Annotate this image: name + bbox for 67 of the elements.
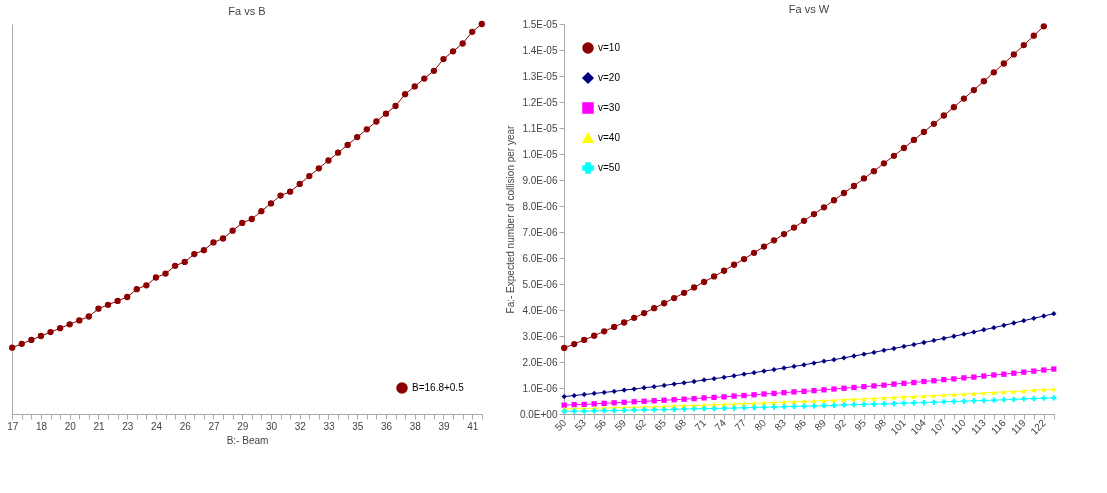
x-tick-label: 24 (150, 420, 163, 432)
x-tick-label: 26 (179, 420, 192, 432)
x-tick-label: 68 (672, 416, 689, 433)
chart-title: Fa vs B (228, 4, 266, 17)
x-tick-label: 59 (612, 416, 629, 433)
x-tick-label: 20 (64, 420, 77, 432)
y-tick-label: 5.0E-06 (522, 278, 558, 290)
y-tick-label: 4.0E-06 (522, 304, 558, 316)
y-tick-label: 2.0E-06 (522, 356, 558, 368)
y-tick-label: 1.5E-05 (522, 18, 558, 30)
y-tick-label: 9.0E-06 (522, 174, 558, 186)
y-tick-label: 7.0E-06 (522, 226, 558, 238)
legend-label: v=30 (598, 102, 621, 113)
y-tick-label: 3.0E-06 (522, 330, 558, 342)
legend-label: v=40 (598, 132, 621, 143)
y-tick-label: 0.0E+00 (519, 408, 558, 420)
x-tick-label: 29 (237, 420, 249, 432)
x-tick-label: 71 (692, 416, 709, 433)
x-tick-label: 74 (712, 416, 729, 433)
x-tick-label: 21 (93, 420, 105, 432)
x-tick-label: 56 (592, 416, 609, 433)
y-tick-label: 1.0E-05 (522, 148, 558, 160)
y-tick-label: 1.0E-06 (522, 382, 558, 394)
y-tick-label: 1.2E-05 (522, 96, 558, 108)
x-tick-label: 27 (208, 420, 220, 432)
legend-label: B=16.8+0.5 (412, 382, 465, 393)
legend-label: v=10 (598, 42, 621, 53)
y-tick-label: 1.1E-05 (522, 122, 558, 134)
x-tick-label: 116 (988, 416, 1009, 437)
x-tick-label: 80 (752, 416, 769, 433)
x-tick-label: 35 (352, 420, 364, 432)
y-axis-title: Fa:- Expected number of collision per year (504, 124, 516, 314)
x-tick-label: 113 (968, 416, 989, 437)
x-tick-label: 89 (812, 416, 829, 433)
x-tick-label: 33 (323, 420, 335, 432)
x-tick-label: 86 (792, 416, 809, 433)
x-tick-label: 18 (35, 420, 48, 432)
x-tick-label: 32 (294, 420, 307, 432)
y-tick-label: 1.3E-05 (522, 70, 558, 82)
x-tick-label: 107 (928, 416, 949, 437)
legend-label: v=50 (598, 162, 621, 173)
chart-title: Fa vs W (788, 3, 830, 15)
x-tick-label: 53 (572, 416, 589, 433)
x-tick-label: 98 (872, 416, 889, 433)
x-tick-label: 23 (122, 420, 134, 432)
x-axis-title: B:- Beam (226, 434, 269, 446)
x-tick-label: 110 (948, 416, 969, 437)
x-tick-label: 65 (652, 416, 669, 433)
x-tick-label: 38 (409, 420, 422, 432)
x-tick-label: 17 (7, 420, 19, 432)
x-tick-label: 41 (467, 420, 479, 432)
y-tick-label: 8.0E-06 (522, 200, 558, 212)
x-tick-label: 101 (888, 416, 909, 437)
x-tick-label: 62 (632, 416, 649, 433)
legend-label: v=20 (598, 72, 621, 83)
x-tick-label: 119 (1008, 416, 1029, 437)
y-tick-label: 6.0E-06 (522, 252, 558, 264)
x-tick-label: 83 (772, 416, 789, 433)
x-tick-label: 36 (380, 420, 393, 432)
x-tick-label: 77 (732, 416, 749, 433)
y-tick-label: 1.4E-05 (522, 44, 558, 56)
x-tick-label: 104 (908, 416, 929, 437)
x-tick-label: 92 (832, 416, 849, 433)
x-tick-label: 39 (438, 420, 450, 432)
x-tick-label: 122 (1028, 416, 1049, 437)
x-tick-label: 30 (265, 420, 278, 432)
x-tick-label: 95 (852, 416, 869, 433)
